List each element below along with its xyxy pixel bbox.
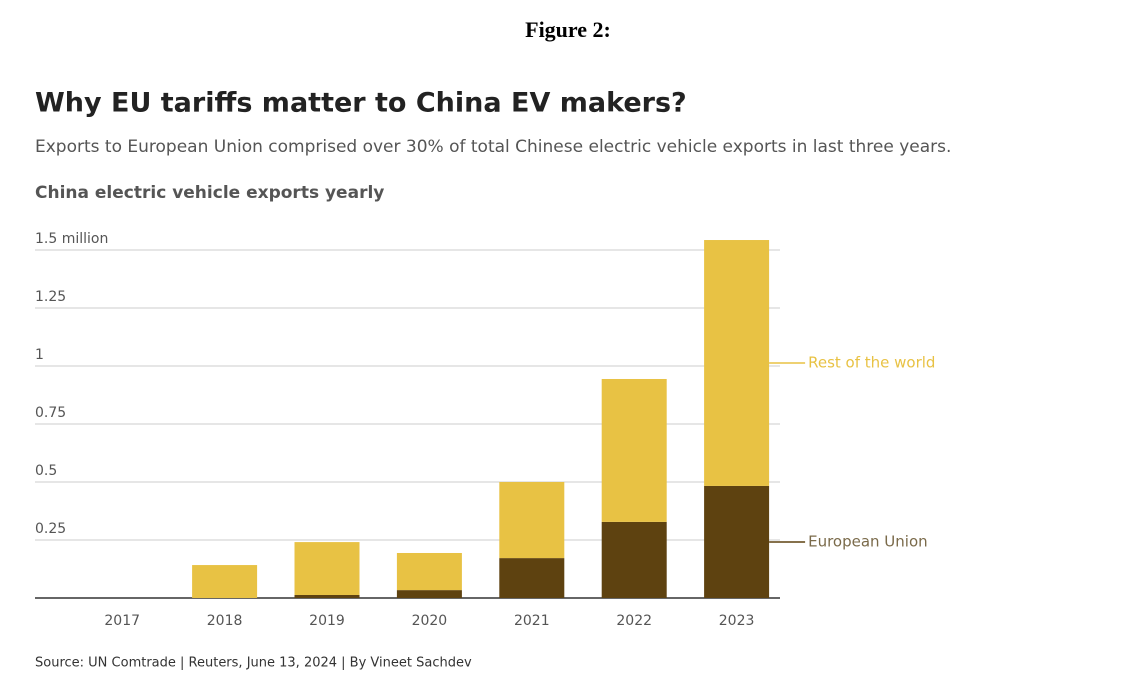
x-tick-label: 2022 — [616, 613, 652, 629]
y-tick-label: 1 — [35, 347, 44, 363]
bar-segment — [294, 542, 360, 595]
x-tick-label: 2019 — [309, 613, 345, 629]
bar-segment — [499, 558, 565, 598]
x-tick-label: 2017 — [104, 613, 140, 629]
bar-segment — [294, 594, 360, 598]
y-tick-label: 1.25 — [35, 289, 66, 305]
bar-segment — [704, 485, 770, 598]
legend-label: European Union — [808, 532, 928, 550]
y-tick-label: 0.25 — [35, 521, 66, 537]
bar-segment — [704, 240, 770, 486]
x-tick-label: 2018 — [207, 613, 243, 629]
bar-segment — [192, 565, 258, 598]
legend-label: Rest of the world — [808, 353, 935, 371]
y-tick-label: 0.5 — [35, 463, 57, 479]
x-tick-label: 2021 — [514, 613, 550, 629]
bar-segment — [499, 482, 565, 559]
source: Source: UN Comtrade | Reuters, June 13, … — [35, 656, 472, 671]
bar-segment — [396, 552, 462, 591]
y-tick-label: 1.5 million — [35, 231, 108, 247]
chart-heading: China electric vehicle exports yearly — [35, 183, 384, 203]
x-tick-label: 2020 — [412, 613, 448, 629]
chart-subtitle: Exports to European Union comprised over… — [35, 137, 951, 157]
figure-label: Figure 2: — [525, 17, 611, 42]
bar-segment — [396, 590, 462, 598]
bar-segment — [601, 378, 667, 522]
chart-title: Why EU tariffs matter to China EV makers… — [35, 88, 687, 119]
y-tick-label: 0.75 — [35, 405, 66, 421]
bar-segment — [601, 521, 667, 598]
x-tick-label: 2023 — [719, 613, 755, 629]
